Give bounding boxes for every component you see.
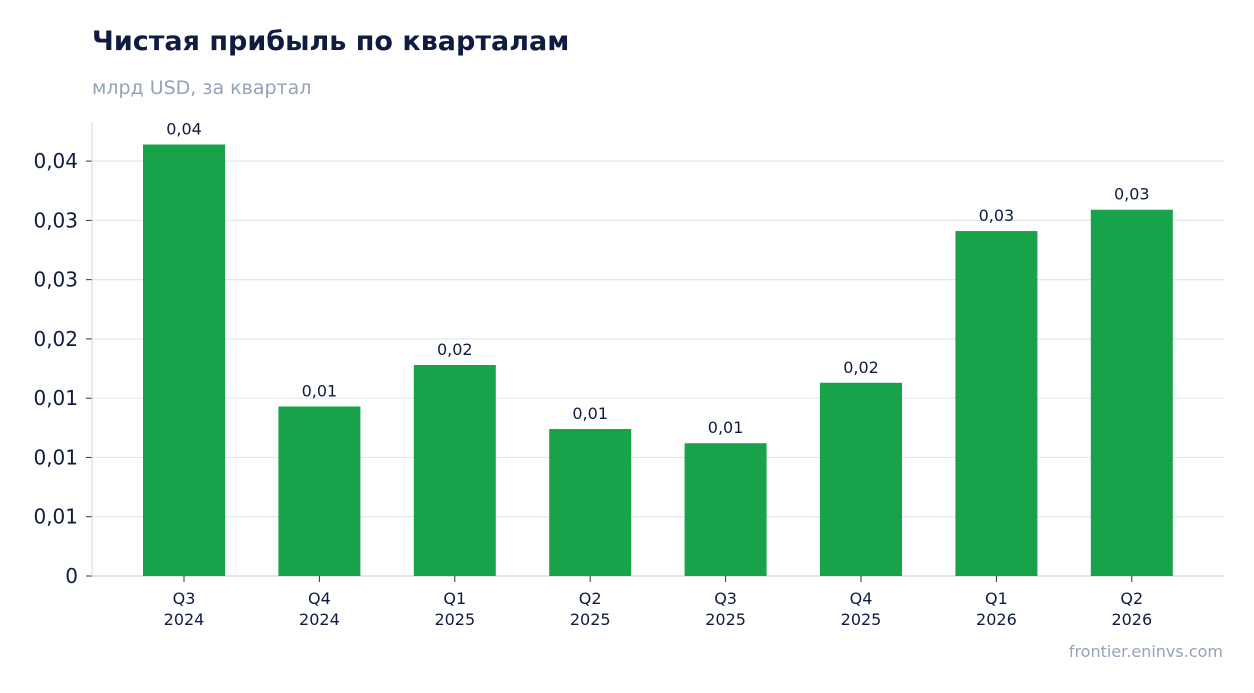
x-tick-label-quarter: Q4 — [850, 589, 873, 608]
bar — [143, 144, 225, 576]
x-tick-label-year: 2025 — [841, 610, 882, 629]
x-tick-label-year: 2025 — [434, 610, 475, 629]
data-label: 0,02 — [437, 340, 473, 359]
x-tick-label-year: 2024 — [299, 610, 340, 629]
bar — [820, 382, 902, 576]
chart-title: Чистая прибыль по кварталам — [92, 26, 570, 57]
bar — [549, 429, 632, 576]
data-label: 0,03 — [979, 206, 1015, 225]
x-tick-label-quarter: Q4 — [308, 589, 331, 608]
x-tick-label-quarter: Q1 — [985, 589, 1008, 608]
x-tick-label-year: 2026 — [1111, 610, 1152, 629]
y-tick-label: 0,02 — [33, 327, 78, 351]
bar — [278, 406, 361, 576]
y-tick-label: 0 — [65, 564, 78, 588]
data-label: 0,04 — [166, 120, 202, 139]
x-tick-label-quarter: Q2 — [1120, 589, 1143, 608]
x-tick-label-year: 2024 — [164, 610, 205, 629]
y-tick-label: 0,01 — [33, 386, 78, 410]
data-label: 0,01 — [708, 418, 744, 437]
data-label: 0,02 — [843, 358, 879, 377]
x-tick-label-quarter: Q3 — [714, 589, 737, 608]
x-tick-label-year: 2026 — [976, 610, 1017, 629]
bar — [413, 365, 496, 576]
data-label: 0,01 — [302, 381, 338, 400]
bar — [955, 231, 1038, 577]
x-tick-label-quarter: Q1 — [443, 589, 466, 608]
data-label: 0,03 — [1114, 185, 1150, 204]
x-tick-label-year: 2025 — [705, 610, 746, 629]
data-label: 0,01 — [572, 404, 608, 423]
source-credit: frontier.eninvs.com — [1068, 642, 1223, 661]
bar — [1090, 209, 1173, 576]
x-tick-label-year: 2025 — [570, 610, 611, 629]
bar — [684, 443, 767, 576]
y-tick-label: 0,04 — [33, 149, 78, 173]
x-tick-label-quarter: Q3 — [173, 589, 196, 608]
x-tick-label-quarter: Q2 — [579, 589, 602, 608]
chart-subtitle: млрд USD, за квартал — [92, 77, 312, 99]
y-tick-label: 0,03 — [33, 208, 78, 232]
y-tick-label: 0,01 — [33, 445, 78, 469]
y-tick-label: 0,03 — [33, 268, 78, 292]
y-tick-label: 0,01 — [33, 505, 78, 529]
